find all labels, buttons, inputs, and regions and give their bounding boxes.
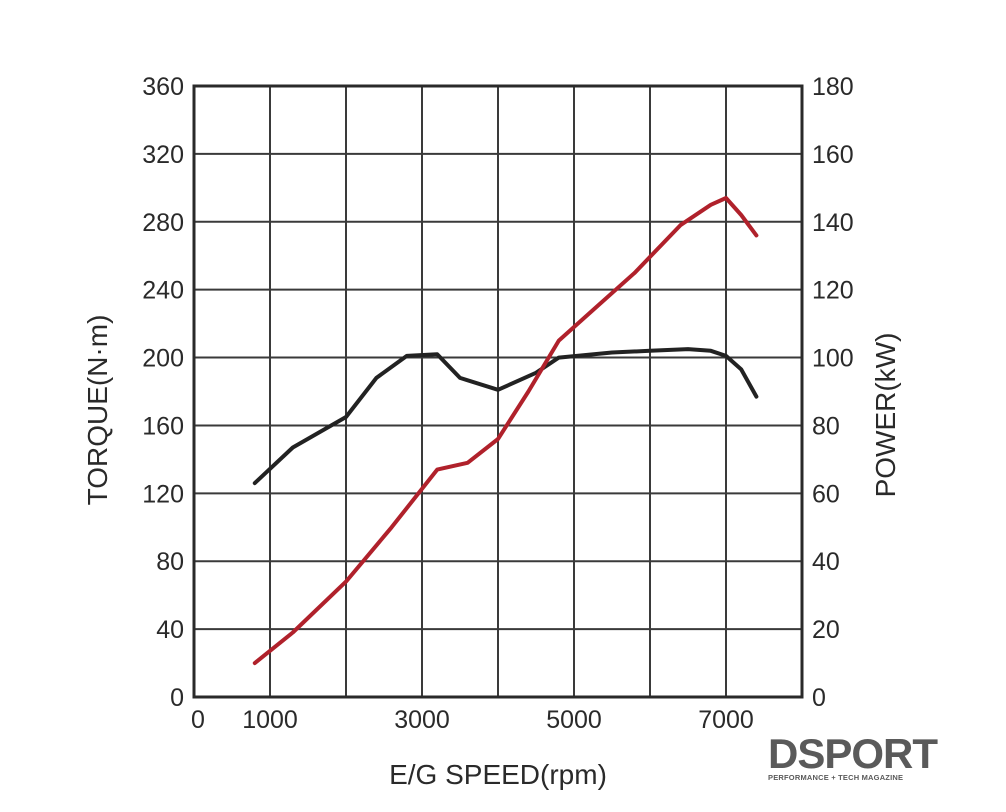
y-right-tick-label: 140 — [812, 209, 854, 237]
x-axis-label: E/G SPEED(rpm) — [389, 759, 607, 790]
y-left-axis-ticks: 0 40 80 120 160 200 240 280 320 360 — [142, 73, 184, 712]
y-left-tick-label: 120 — [142, 480, 184, 508]
y-right-tick-label: 40 — [812, 548, 840, 576]
y-left-tick-label: 360 — [142, 73, 184, 101]
y-right-tick-label: 120 — [812, 277, 854, 305]
y-right-axis-ticks: 0 20 40 60 80 100 120 140 160 180 — [812, 73, 854, 712]
x-tick-label: 7000 — [698, 706, 754, 734]
y-left-axis-label: TORQUE(N·m) — [82, 315, 113, 506]
y-left-tick-label: 320 — [142, 141, 184, 169]
y-right-tick-label: 80 — [812, 412, 840, 440]
logo-brand: DSPORT — [768, 730, 938, 777]
plot-border — [192, 84, 804, 699]
y-left-tick-label: 40 — [156, 616, 184, 644]
torque-line — [252, 347, 759, 486]
x-tick-label: 5000 — [546, 706, 602, 734]
x-axis-ticks: 0 1000 3000 5000 7000 — [191, 706, 754, 734]
y-left-tick-label: 200 — [142, 345, 184, 373]
y-left-tick-label: 160 — [142, 412, 184, 440]
plot-frame — [192, 84, 804, 699]
dsport-logo: DSPORT PERFORMANCE + TECH MAGAZINE — [768, 730, 968, 783]
power-line — [252, 196, 759, 666]
y-left-tick-label: 240 — [142, 277, 184, 305]
y-right-tick-label: 0 — [812, 684, 826, 712]
x-tick-label: 0 — [191, 706, 205, 734]
y-right-tick-label: 60 — [812, 480, 840, 508]
y-right-tick-label: 180 — [812, 73, 854, 101]
x-tick-label: 3000 — [394, 706, 450, 734]
y-right-tick-label: 20 — [812, 616, 840, 644]
y-left-tick-label: 0 — [170, 684, 184, 712]
series-lines — [252, 196, 759, 666]
y-right-axis-label: POWER(kW) — [870, 333, 901, 498]
grid — [194, 86, 802, 697]
y-right-tick-label: 100 — [812, 345, 854, 373]
logo-tagline: PERFORMANCE + TECH MAGAZINE — [768, 773, 904, 782]
x-tick-label: 1000 — [242, 706, 298, 734]
y-right-tick-label: 160 — [812, 141, 854, 169]
y-left-tick-label: 80 — [156, 548, 184, 576]
y-left-tick-label: 280 — [142, 209, 184, 237]
